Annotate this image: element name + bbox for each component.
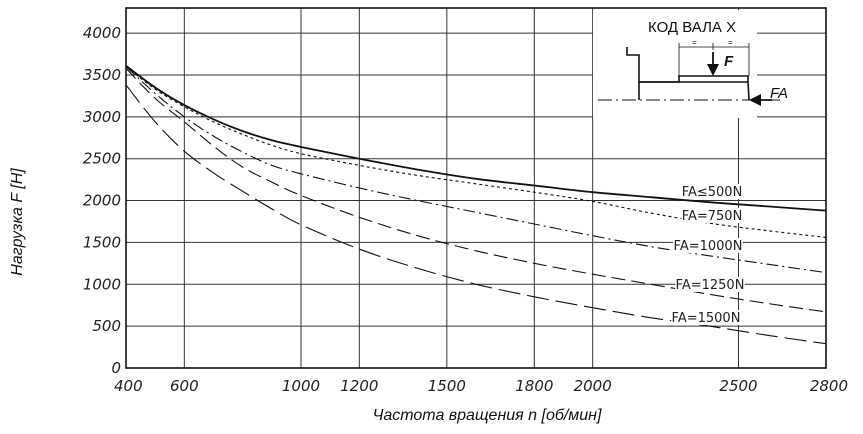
series-label-bg [675,277,745,292]
tick-labels: 0 500 1000 1500 2000 2500 3000 3500 4000 400 600 10… [83,24,848,395]
shaft-diagram: КОД ВАЛА X = = F FA [593,10,788,118]
series-label-bg [681,184,743,199]
y-tick-label: 2500 [83,150,121,168]
x-tick-label: 2000 [574,377,612,395]
dimension-mark-left: = [692,38,697,47]
x-tick-label: 2500 [719,377,757,395]
series-label: FA=750N [682,209,743,224]
x-tick-label: 400 [114,377,143,395]
series-labels: FA≤500N FA=750N FA=1000N FA=1250N FA=1500N [671,184,745,326]
plot-frame [125,7,827,369]
x-tick-label: 1200 [340,377,378,395]
x-tick-label: 1000 [282,377,320,395]
force-arrow-icon [707,64,719,76]
y-tick-label: 4000 [83,24,121,42]
x-tick-label: 1800 [515,377,553,395]
y-tick-label: 1000 [83,275,121,293]
series-label: FA=1500N [672,311,741,326]
y-tick-label: 500 [92,317,121,335]
axial-force-label: FA [770,85,788,102]
force-label: F [724,53,734,70]
inset-title: КОД ВАЛА X [648,19,736,36]
axial-arrow-icon [749,94,761,106]
y-tick-label: 3500 [83,66,121,84]
y-tick-label: 3000 [83,108,121,126]
x-tick-label: 600 [170,377,199,395]
series-label-bg [671,310,741,325]
dimension-mark-right: = [728,38,733,47]
x-axis-title: Частота вращения n [об/мин] [373,407,602,424]
y-tick-label: 1500 [83,233,121,251]
series-line-1 [125,65,827,212]
series-label: FA≤500N [682,185,743,200]
y-tick-label: 2000 [83,192,121,210]
series-label-bg [673,238,743,253]
x-tick-label: 2800 [810,377,848,395]
x-tick-label: 1500 [428,377,466,395]
series-label: FA=1250N [676,278,745,293]
series-label: FA=1000N [674,239,743,254]
series-label-bg [681,208,743,223]
y-axis-title: Нагрузка F [Н] [9,168,26,276]
y-tick-label: 0 [111,359,121,377]
